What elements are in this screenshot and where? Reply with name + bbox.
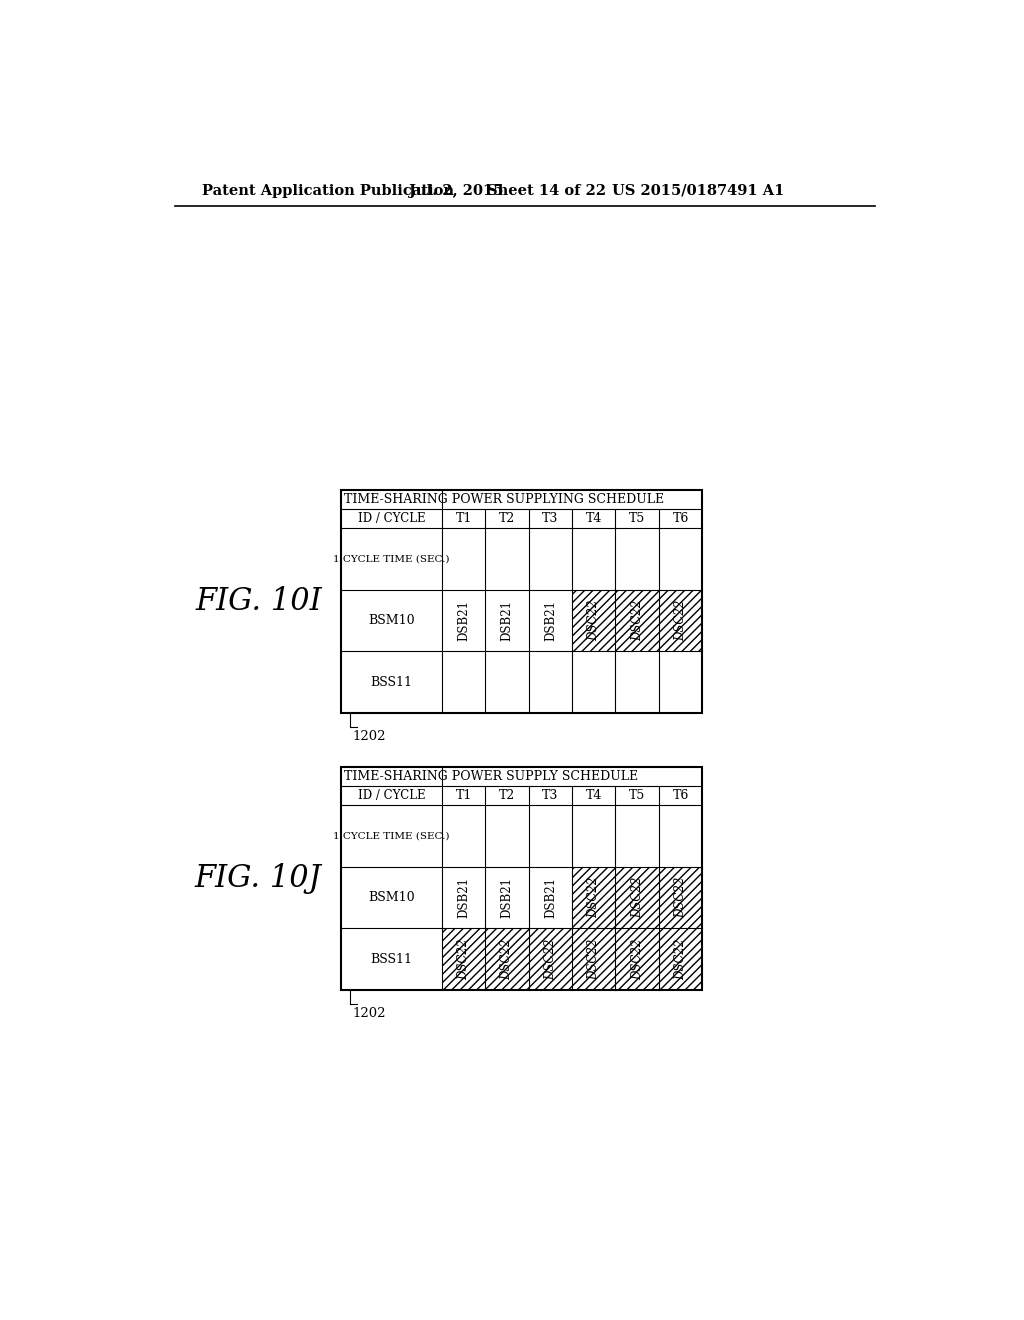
Bar bbox=[658, 590, 702, 651]
Text: 1 CYCLE TIME (SEC.): 1 CYCLE TIME (SEC.) bbox=[333, 832, 450, 841]
Text: US 2015/0187491 A1: US 2015/0187491 A1 bbox=[612, 183, 784, 198]
Text: DSC22: DSC22 bbox=[588, 939, 600, 979]
Text: BSS11: BSS11 bbox=[371, 953, 413, 966]
Text: BSM10: BSM10 bbox=[369, 891, 415, 904]
Bar bbox=[658, 867, 702, 928]
Bar bbox=[528, 928, 572, 990]
Bar bbox=[528, 928, 572, 990]
Text: Sheet 14 of 22: Sheet 14 of 22 bbox=[486, 183, 606, 198]
Text: DSC22: DSC22 bbox=[674, 939, 687, 979]
Text: DSC22: DSC22 bbox=[631, 876, 644, 919]
Bar bbox=[341, 767, 702, 990]
Bar bbox=[572, 928, 615, 990]
Text: T5: T5 bbox=[629, 789, 645, 803]
Text: DSC22: DSC22 bbox=[674, 599, 687, 642]
Bar bbox=[572, 867, 615, 928]
Bar bbox=[615, 928, 658, 990]
Bar bbox=[572, 867, 615, 928]
Text: DSB21: DSB21 bbox=[501, 876, 513, 919]
Text: BSM10: BSM10 bbox=[369, 614, 415, 627]
Bar bbox=[615, 867, 658, 928]
Text: BSS11: BSS11 bbox=[371, 676, 413, 689]
Text: 1 CYCLE TIME (SEC.): 1 CYCLE TIME (SEC.) bbox=[333, 554, 450, 564]
Bar bbox=[658, 867, 702, 928]
Bar bbox=[572, 590, 615, 651]
Text: T1: T1 bbox=[456, 512, 472, 525]
Text: 1202: 1202 bbox=[352, 1007, 385, 1020]
Text: T2: T2 bbox=[499, 789, 515, 803]
Text: DSB21: DSB21 bbox=[544, 876, 557, 919]
Text: DSB21: DSB21 bbox=[457, 876, 470, 919]
Text: DSB21: DSB21 bbox=[544, 599, 557, 642]
Text: T1: T1 bbox=[456, 789, 472, 803]
Text: 1202: 1202 bbox=[352, 730, 385, 743]
Bar bbox=[442, 928, 485, 990]
Text: FIG. 10J: FIG. 10J bbox=[195, 863, 322, 894]
Bar bbox=[572, 590, 615, 651]
Text: DSC22: DSC22 bbox=[674, 876, 687, 919]
Bar bbox=[485, 928, 528, 990]
Bar bbox=[341, 490, 702, 713]
Bar bbox=[615, 590, 658, 651]
Bar bbox=[615, 867, 658, 928]
Text: ID / CYCLE: ID / CYCLE bbox=[357, 512, 425, 525]
Bar bbox=[485, 928, 528, 990]
Text: ID / CYCLE: ID / CYCLE bbox=[357, 789, 425, 803]
Text: T6: T6 bbox=[673, 512, 689, 525]
Bar bbox=[615, 590, 658, 651]
Text: T4: T4 bbox=[586, 789, 602, 803]
Text: T6: T6 bbox=[673, 789, 689, 803]
Text: DSC22: DSC22 bbox=[588, 876, 600, 919]
Text: DSC22: DSC22 bbox=[544, 939, 557, 979]
Bar bbox=[615, 928, 658, 990]
Text: DSB21: DSB21 bbox=[457, 599, 470, 642]
Text: DSC22: DSC22 bbox=[631, 939, 644, 979]
Text: T5: T5 bbox=[629, 512, 645, 525]
Text: Jul. 2, 2015: Jul. 2, 2015 bbox=[410, 183, 504, 198]
Bar bbox=[658, 928, 702, 990]
Text: DSC22: DSC22 bbox=[588, 599, 600, 642]
Text: T4: T4 bbox=[586, 512, 602, 525]
Text: T3: T3 bbox=[542, 512, 558, 525]
Text: TIME-SHARING POWER SUPPLY SCHEDULE: TIME-SHARING POWER SUPPLY SCHEDULE bbox=[344, 770, 638, 783]
Text: Patent Application Publication: Patent Application Publication bbox=[202, 183, 454, 198]
Text: DSC22: DSC22 bbox=[457, 939, 470, 979]
Text: DSC22: DSC22 bbox=[631, 599, 644, 642]
Text: T2: T2 bbox=[499, 512, 515, 525]
Bar bbox=[658, 590, 702, 651]
Text: DSC22: DSC22 bbox=[501, 939, 513, 979]
Bar bbox=[572, 928, 615, 990]
Bar bbox=[442, 928, 485, 990]
Text: FIG. 10I: FIG. 10I bbox=[196, 586, 322, 616]
Bar bbox=[658, 928, 702, 990]
Text: TIME-SHARING POWER SUPPLYING SCHEDULE: TIME-SHARING POWER SUPPLYING SCHEDULE bbox=[344, 492, 665, 506]
Text: T3: T3 bbox=[542, 789, 558, 803]
Text: DSB21: DSB21 bbox=[501, 599, 513, 642]
